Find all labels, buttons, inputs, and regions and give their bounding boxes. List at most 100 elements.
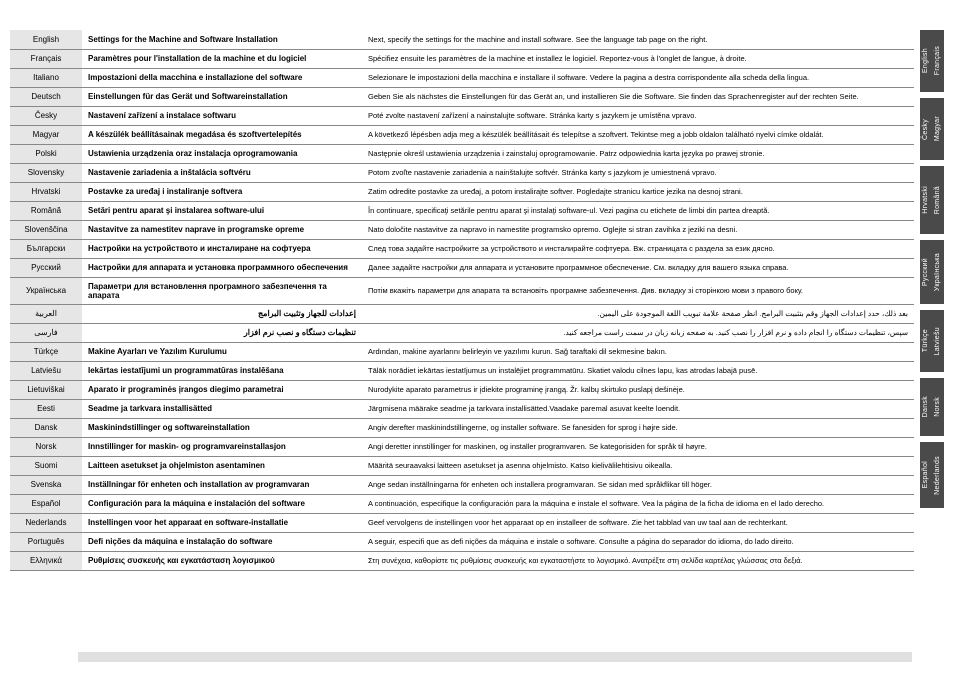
table-row: LatviešuIekārtas iestatījumi un programm… xyxy=(10,361,914,380)
language-name-cell: Türkçe xyxy=(10,342,82,361)
table-row: ΕλληνικάΡυθμίσεις συσκευής και εγκατάστα… xyxy=(10,551,914,570)
description-cell: Nurodykite aparato parametrus ir įdiekit… xyxy=(362,380,914,399)
description-cell: Zatim odredite postavke za uređaj, a pot… xyxy=(362,182,914,201)
section-title-cell: Paramètres pour l'installation de la mac… xyxy=(82,49,362,68)
description-cell: Poté zvolte nastavení zařízení a nainsta… xyxy=(362,106,914,125)
language-name-cell: Русский xyxy=(10,258,82,277)
description-cell: Nato določite nastavitve za napravo in n… xyxy=(362,220,914,239)
table-row: DeutschEinstellungen für das Gerät und S… xyxy=(10,87,914,106)
language-name-cell: Slovenščina xyxy=(10,220,82,239)
description-cell: Geben Sie als nächstes die Einstellungen… xyxy=(362,87,914,106)
side-tab-group[interactable]: TürkçeLatviešu xyxy=(920,310,944,372)
language-name-cell: Ελληνικά xyxy=(10,551,82,570)
description-cell: Järgmisena määrake seadme ja tarkvara in… xyxy=(362,399,914,418)
section-title-cell: Nastavitve za namestitev naprave in prog… xyxy=(82,220,362,239)
language-name-cell: Slovensky xyxy=(10,163,82,182)
side-tab-group[interactable]: Dansk Norsk xyxy=(920,378,944,436)
language-name-cell: Українська xyxy=(10,277,82,304)
table-row: EestiSeadme ja tarkvara installisättedJä… xyxy=(10,399,914,418)
section-title-cell: Nastavenie zariadenia a inštalácia softv… xyxy=(82,163,362,182)
description-cell: Spécifiez ensuite les paramètres de la m… xyxy=(362,49,914,68)
side-tab-label: Français xyxy=(934,45,942,76)
table-row: LietuviškaiAparato ir programinės įrango… xyxy=(10,380,914,399)
language-name-cell: Suomi xyxy=(10,456,82,475)
table-row: PortuguêsDefi nições da máquina e instal… xyxy=(10,532,914,551)
description-cell: Next, specify the settings for the machi… xyxy=(362,30,914,49)
description-cell: A következő lépésben adja meg a készülék… xyxy=(362,125,914,144)
description-cell: Selezionare le impostazioni della macchi… xyxy=(362,68,914,87)
language-name-cell: Česky xyxy=(10,106,82,125)
side-tab-label: English xyxy=(922,47,930,74)
side-tab-group[interactable]: Español Nederlands xyxy=(920,442,944,508)
section-title-cell: Setări pentru aparat şi instalarea softw… xyxy=(82,201,362,220)
table-row: PolskiUstawienia urządzenia oraz instala… xyxy=(10,144,914,163)
section-title-cell: Settings for the Machine and Software In… xyxy=(82,30,362,49)
section-title-cell: A készülék beállításainak megadása és sz… xyxy=(82,125,362,144)
page-container: EnglishSettings for the Machine and Soft… xyxy=(0,0,954,581)
section-title-cell: Aparato ir programinės įrangos diegimo p… xyxy=(82,380,362,399)
language-name-cell: Português xyxy=(10,532,82,551)
language-name-cell: English xyxy=(10,30,82,49)
table-row: NederlandsInstellingen voor het apparaat… xyxy=(10,513,914,532)
description-cell: سپس، تنظیمات دستگاه را انجام داده و نرم … xyxy=(362,323,914,342)
side-tab-label: Hrvatski xyxy=(922,185,930,215)
side-tab-group[interactable]: РусскийУкраїнська xyxy=(920,240,944,304)
description-cell: Ange sedan inställningarna för enheten o… xyxy=(362,475,914,494)
language-name-cell: Eesti xyxy=(10,399,82,418)
side-tab-label: Norsk xyxy=(934,396,942,418)
description-cell: Geef vervolgens de instellingen voor het… xyxy=(362,513,914,532)
language-name-cell: Norsk xyxy=(10,437,82,456)
table-row: NorskInnstillinger for maskin- og progra… xyxy=(10,437,914,456)
description-cell: Tālāk norādiet iekārtas iestatījumus un … xyxy=(362,361,914,380)
section-title-cell: Ρυθμίσεις συσκευής και εγκατάσταση λογισ… xyxy=(82,551,362,570)
table-row: RomânăSetări pentru aparat şi instalarea… xyxy=(10,201,914,220)
language-name-cell: Latviešu xyxy=(10,361,82,380)
description-cell: След това задайте настройките за устройс… xyxy=(362,239,914,258)
section-title-cell: إعدادات للجهاز وتثبيت البرامج xyxy=(82,304,362,323)
table-row: SuomiLaitteen asetukset ja ohjelmiston a… xyxy=(10,456,914,475)
table-row: SlovenščinaNastavitve za namestitev napr… xyxy=(10,220,914,239)
section-title-cell: Maskinindstillinger og softwareinstallat… xyxy=(82,418,362,437)
language-table-wrapper: EnglishSettings for the Machine and Soft… xyxy=(10,30,914,571)
table-row: MagyarA készülék beállításainak megadása… xyxy=(10,125,914,144)
description-cell: Далее задайте настройки для аппарата и у… xyxy=(362,258,914,277)
footer-bar xyxy=(78,652,912,662)
section-title-cell: Postavke za uređaj i instaliranje softve… xyxy=(82,182,362,201)
table-row: DanskMaskinindstillinger og softwareinst… xyxy=(10,418,914,437)
language-name-cell: Română xyxy=(10,201,82,220)
side-tab-label: Español xyxy=(922,460,930,489)
section-title-cell: تنظیمات دستگاه و نصب نرم افزار xyxy=(82,323,362,342)
section-title-cell: Nastavení zařízení a instalace softwaru xyxy=(82,106,362,125)
description-cell: A continuación, especifique la configura… xyxy=(362,494,914,513)
table-row: SlovenskyNastavenie zariadenia a inštalá… xyxy=(10,163,914,182)
section-title-cell: Impostazioni della macchina e installazi… xyxy=(82,68,362,87)
description-cell: A seguir, especifi que as defi nições da… xyxy=(362,532,914,551)
language-name-cell: Български xyxy=(10,239,82,258)
table-row: EspañolConfiguración para la máquina e i… xyxy=(10,494,914,513)
section-title-cell: Ustawienia urządzenia oraz instalacja op… xyxy=(82,144,362,163)
section-title-cell: Настройки на устройството и инсталиране … xyxy=(82,239,362,258)
section-title-cell: Einstellungen für das Gerät und Software… xyxy=(82,87,362,106)
section-title-cell: Instellingen voor het apparaat en softwa… xyxy=(82,513,362,532)
description-cell: Ardından, makine ayarlarını belirleyin v… xyxy=(362,342,914,361)
description-cell: بعد ذلك، حدد إعدادات الجهاز وقم بتثبيت ا… xyxy=(362,304,914,323)
side-tab-label: Dansk xyxy=(922,395,930,418)
side-tab-label: Українська xyxy=(934,252,942,292)
language-name-cell: Italiano xyxy=(10,68,82,87)
side-tab-label: Türkçe xyxy=(922,328,930,353)
language-name-cell: Nederlands xyxy=(10,513,82,532)
side-tab-label: Nederlands xyxy=(934,455,942,496)
table-row: РусскийНастройки для аппарата и установк… xyxy=(10,258,914,277)
language-name-cell: Svenska xyxy=(10,475,82,494)
side-tab-group[interactable]: ČeskyMagyar xyxy=(920,98,944,160)
language-name-cell: فارسی xyxy=(10,323,82,342)
side-tab-group[interactable]: English Français xyxy=(920,30,944,92)
section-title-cell: Laitteen asetukset ja ohjelmiston asenta… xyxy=(82,456,362,475)
description-cell: Potom zvoľte nastavenie zariadenia a nai… xyxy=(362,163,914,182)
language-name-cell: Lietuviškai xyxy=(10,380,82,399)
table-row: ČeskyNastavení zařízení a instalace soft… xyxy=(10,106,914,125)
section-title-cell: Seadme ja tarkvara installisätted xyxy=(82,399,362,418)
side-tab-group[interactable]: HrvatskiRomână xyxy=(920,166,944,234)
language-name-cell: Polski xyxy=(10,144,82,163)
language-name-cell: العربية xyxy=(10,304,82,323)
